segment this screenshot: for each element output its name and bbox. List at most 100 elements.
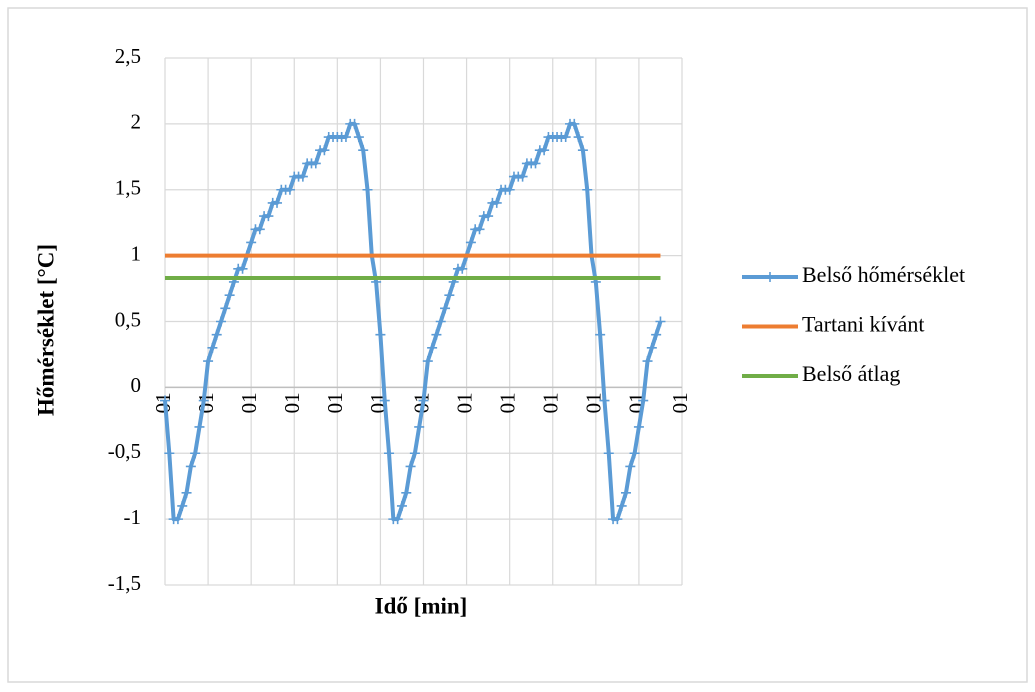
data-marker xyxy=(211,329,222,340)
data-marker xyxy=(181,487,192,498)
data-marker xyxy=(612,514,623,525)
data-marker xyxy=(504,184,515,195)
data-marker xyxy=(539,145,550,156)
data-marker xyxy=(362,184,373,195)
x-tick-label: 01 xyxy=(151,392,175,413)
data-marker xyxy=(190,448,201,459)
x-tick-label: 01 xyxy=(237,392,261,413)
y-tick-label: 1,5 xyxy=(115,176,141,200)
data-marker xyxy=(638,395,649,406)
data-marker xyxy=(483,211,494,222)
data-marker xyxy=(401,487,412,498)
data-marker xyxy=(375,329,386,340)
data-marker xyxy=(272,197,283,208)
data-marker xyxy=(185,461,196,472)
data-marker xyxy=(646,342,657,353)
data-marker xyxy=(440,303,451,314)
data-marker xyxy=(595,329,606,340)
legend-marker xyxy=(765,272,775,282)
data-marker xyxy=(224,290,235,301)
data-marker xyxy=(457,263,468,274)
data-marker xyxy=(629,448,640,459)
x-tick-label: 01 xyxy=(194,392,218,413)
y-axis-title: Hőmérséklet [°C] xyxy=(33,244,58,416)
data-marker xyxy=(379,395,390,406)
x-tick-label: 01 xyxy=(280,392,304,413)
x-tick-label: 01 xyxy=(452,392,476,413)
x-tick-label: 01 xyxy=(539,392,563,413)
legend-label: Belső átlag xyxy=(802,361,900,386)
data-marker xyxy=(160,395,170,406)
y-tick-label: -1,5 xyxy=(108,571,141,595)
data-marker xyxy=(203,356,214,367)
data-marker xyxy=(642,356,653,367)
data-marker xyxy=(263,211,274,222)
data-marker xyxy=(418,395,429,406)
legend-label: Belső hőmérséklet xyxy=(802,262,965,287)
data-marker xyxy=(409,448,420,459)
data-marker xyxy=(405,461,416,472)
data-marker xyxy=(319,145,330,156)
y-tick-label: -1 xyxy=(124,505,142,529)
data-marker xyxy=(353,132,364,143)
data-marker xyxy=(237,263,248,274)
data-marker xyxy=(620,487,631,498)
data-marker xyxy=(633,421,644,432)
data-marker xyxy=(655,316,666,327)
data-marker xyxy=(358,145,369,156)
data-marker xyxy=(392,514,403,525)
data-marker xyxy=(616,500,627,511)
y-tick-label: 0 xyxy=(131,373,142,397)
data-marker xyxy=(284,184,295,195)
data-marker xyxy=(435,316,446,327)
y-tick-label: -0,5 xyxy=(108,439,141,463)
data-marker xyxy=(216,316,227,327)
x-tick-label: 01 xyxy=(668,392,692,413)
y-tick-label: 1 xyxy=(131,241,142,265)
data-marker xyxy=(414,421,425,432)
data-marker xyxy=(491,197,502,208)
data-marker xyxy=(207,342,218,353)
data-marker xyxy=(569,118,580,129)
y-tick-label: 0,5 xyxy=(115,307,141,331)
data-marker xyxy=(164,448,175,459)
data-marker xyxy=(254,224,265,235)
data-marker xyxy=(651,329,662,340)
data-marker xyxy=(474,224,485,235)
y-tick-label: 2,5 xyxy=(115,44,141,68)
x-axis-title: Idő [min] xyxy=(375,593,468,618)
data-marker xyxy=(444,290,455,301)
x-tick-label: 01 xyxy=(323,392,347,413)
data-marker xyxy=(297,171,308,182)
data-marker xyxy=(560,132,571,143)
legend-label: Tartani kívánt xyxy=(802,312,924,337)
data-marker xyxy=(427,342,438,353)
data-marker xyxy=(599,395,610,406)
data-marker xyxy=(198,395,209,406)
data-marker xyxy=(310,158,321,169)
chart-frame xyxy=(7,7,1028,683)
data-marker xyxy=(625,461,636,472)
data-marker xyxy=(220,303,231,314)
data-marker xyxy=(177,500,188,511)
data-marker xyxy=(349,118,360,129)
data-marker xyxy=(172,514,183,525)
data-marker xyxy=(573,132,584,143)
data-marker xyxy=(396,500,407,511)
data-marker xyxy=(384,448,395,459)
data-marker xyxy=(530,158,541,169)
data-marker xyxy=(582,184,593,195)
data-marker xyxy=(340,132,351,143)
data-marker xyxy=(431,329,442,340)
x-tick-label: 01 xyxy=(495,392,519,413)
data-marker xyxy=(603,448,614,459)
data-marker xyxy=(246,237,257,248)
data-marker xyxy=(194,421,205,432)
x-tick-label: 01 xyxy=(582,392,606,413)
data-marker xyxy=(422,356,433,367)
data-marker xyxy=(577,145,588,156)
data-marker xyxy=(465,237,476,248)
data-marker xyxy=(517,171,528,182)
